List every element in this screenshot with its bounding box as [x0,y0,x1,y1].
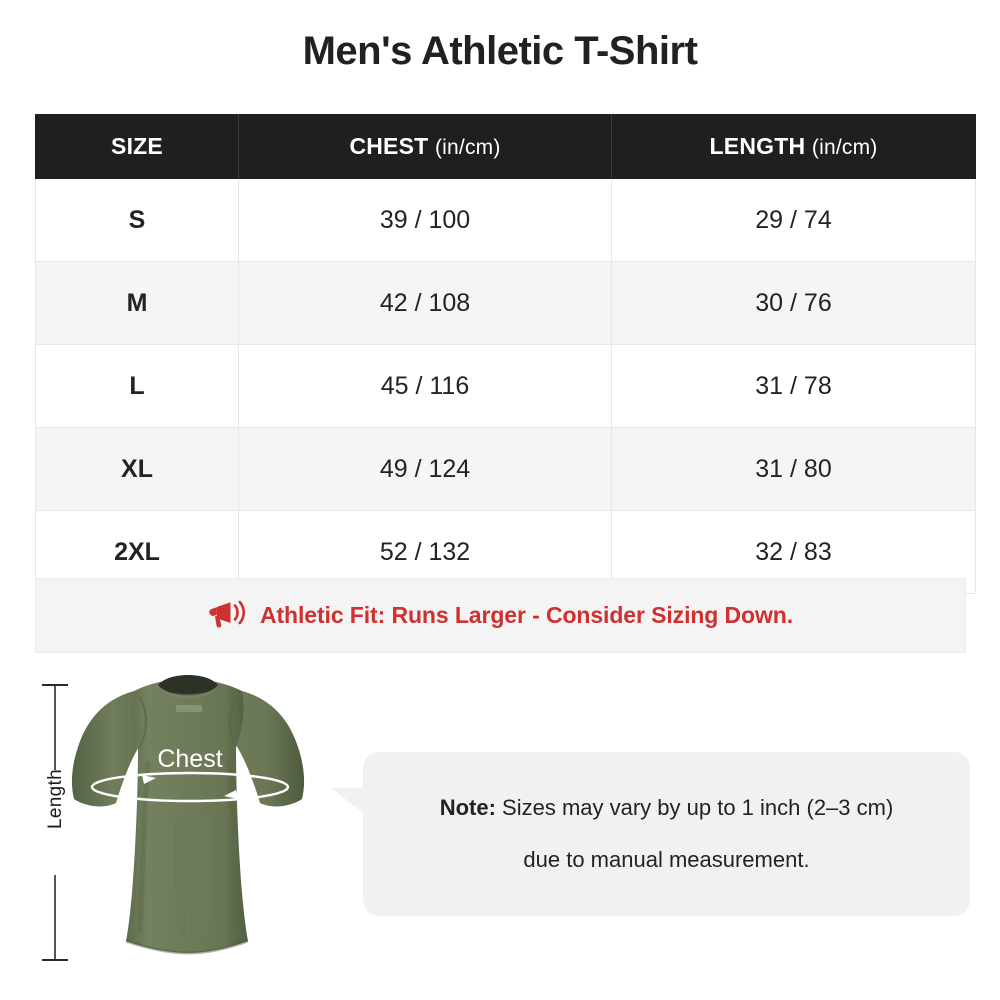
size-chart-table: SIZE CHEST (in/cm) LENGTH (in/cm) S 39 /… [35,114,976,594]
megaphone-icon [209,600,245,628]
table-row: L 45 / 116 31 / 78 [35,344,976,428]
note-callout: Note: Sizes may vary by up to 1 inch (2–… [331,752,970,916]
cell-length: 31 / 78 [611,344,976,428]
column-header-size-label: SIZE [111,133,163,159]
column-header-length-unit: (in/cm) [811,136,878,159]
cell-length: 30 / 76 [611,261,976,345]
table-row: M 42 / 108 30 / 76 [35,261,976,345]
cell-length: 29 / 74 [611,178,976,262]
column-header-length: LENGTH (in/cm) [611,114,976,179]
cell-size: XL [35,427,239,511]
fit-alert-text: Athletic Fit: Runs Larger - Consider Siz… [259,602,794,628]
length-dimension: Length [36,680,72,965]
cell-size: S [35,178,239,262]
column-header-chest-label: CHEST [349,133,429,159]
page-title: Men's Athletic T-Shirt [302,29,698,73]
table-header: SIZE CHEST (in/cm) LENGTH (in/cm) [35,114,976,179]
cell-size: M [35,261,239,345]
chest-measurement-label: Chest [157,745,222,773]
cell-chest: 45 / 116 [238,344,612,428]
table-row: S 39 / 100 29 / 74 [35,178,976,262]
tshirt-illustration: Chest [30,665,360,985]
table-header-row: SIZE CHEST (in/cm) LENGTH (in/cm) [35,114,976,179]
column-header-chest-unit: (in/cm) [434,136,501,159]
column-header-chest: CHEST (in/cm) [238,114,612,179]
fit-alert-banner: Athletic Fit: Runs Larger - Consider Siz… [35,578,966,653]
cell-chest: 42 / 108 [238,261,612,345]
length-dimension-line [42,684,68,961]
note-line-1: Note: Sizes may vary by up to 1 inch (2–… [440,795,894,821]
cell-chest: 49 / 124 [238,427,612,511]
tshirt-graphic: Chest [71,675,305,955]
note-label: Note: [439,795,496,820]
cell-chest: 39 / 100 [238,178,612,262]
note-line-2: due to manual measurement. [523,847,810,872]
column-header-length-label: LENGTH [709,133,806,159]
table-body: S 39 / 100 29 / 74 M 42 / 108 30 / 76 L … [35,178,976,594]
note-line-1-text: Sizes may vary by up to 1 inch (2–3 cm) [495,795,894,820]
cell-length: 31 / 80 [611,427,976,511]
column-header-size: SIZE [35,114,239,179]
table-row: XL 49 / 124 31 / 80 [35,427,976,511]
cell-size: L [35,344,239,428]
